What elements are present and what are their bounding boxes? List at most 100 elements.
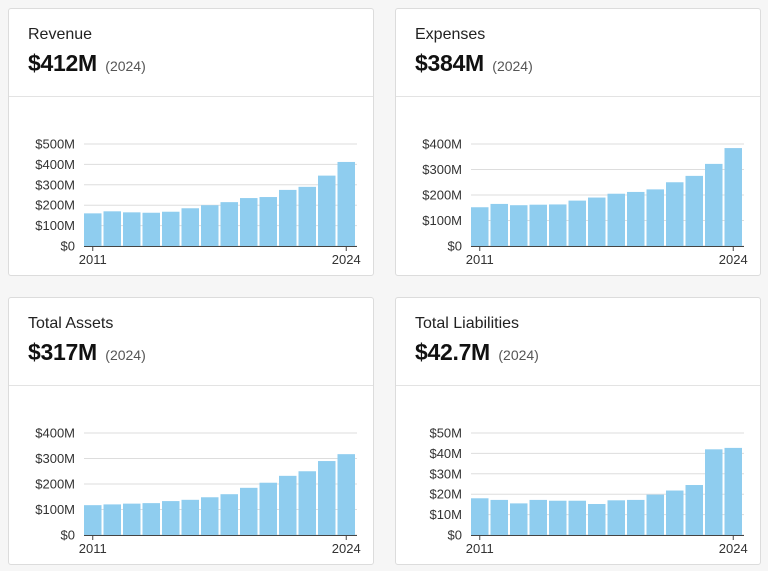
bar-2020 bbox=[259, 482, 277, 535]
bar-2012 bbox=[103, 211, 121, 246]
bar-2015 bbox=[549, 500, 567, 535]
bar-2017 bbox=[201, 497, 219, 535]
bar-2022 bbox=[298, 186, 316, 246]
bar-2016 bbox=[181, 499, 199, 535]
bar-2015 bbox=[162, 501, 180, 535]
bar-2015 bbox=[549, 204, 567, 246]
x-tick-label: 2024 bbox=[719, 252, 748, 267]
bar-2011 bbox=[471, 498, 489, 535]
year-note: (2024) bbox=[105, 347, 146, 363]
y-tick-label: $400M bbox=[35, 157, 75, 172]
bar-2022 bbox=[685, 175, 703, 246]
x-tick-label: 2011 bbox=[79, 252, 107, 267]
x-tick-label: 2011 bbox=[466, 252, 494, 267]
headline-value: $384M bbox=[415, 50, 484, 76]
y-tick-label: $300M bbox=[35, 177, 75, 192]
revenue-bar-chart: $0 $100M $200M $300M $400M $500M 2011 2024 bbox=[35, 137, 360, 268]
y-tick-label: $200M bbox=[35, 198, 75, 213]
x-tick-label: 2024 bbox=[332, 541, 361, 556]
y-tick-label: $200M bbox=[422, 188, 462, 203]
bar-2022 bbox=[685, 485, 703, 535]
bar-2016 bbox=[568, 200, 586, 246]
x-tick-label: 2011 bbox=[79, 541, 107, 556]
x-tick-label: 2011 bbox=[466, 541, 494, 556]
x-tick-label: 2024 bbox=[719, 541, 748, 556]
bar-2013 bbox=[510, 503, 528, 535]
y-tick-label: $100M bbox=[35, 502, 75, 517]
bar-2011 bbox=[84, 213, 102, 246]
bar-2017 bbox=[201, 205, 219, 246]
y-tick-label: $50M bbox=[429, 426, 462, 441]
bar-2022 bbox=[298, 471, 316, 535]
bar-2014 bbox=[529, 499, 547, 535]
y-tick-label: $100M bbox=[422, 213, 462, 228]
bar-2021 bbox=[279, 189, 297, 246]
y-tick-label: $0 bbox=[61, 528, 75, 543]
bar-2016 bbox=[568, 500, 586, 535]
bar-2014 bbox=[529, 204, 547, 246]
y-tick-label: $0 bbox=[448, 528, 462, 543]
total-liabilities-bar-chart: $0 $10M $20M $30M $40M $50M 2011 2024 bbox=[429, 426, 748, 557]
bar-2014 bbox=[142, 503, 160, 535]
y-tick-label: $500M bbox=[35, 137, 75, 152]
bar-2020 bbox=[259, 197, 277, 246]
headline-value: $317M bbox=[28, 339, 97, 365]
bar-2011 bbox=[471, 207, 489, 246]
y-tick-label: $0 bbox=[61, 239, 75, 254]
bar-2023 bbox=[705, 163, 723, 246]
bar-2012 bbox=[490, 499, 508, 535]
headline-value: $412M bbox=[28, 50, 97, 76]
year-note: (2024) bbox=[498, 347, 539, 363]
bar-2024 bbox=[337, 454, 355, 535]
y-tick-label: $400M bbox=[35, 426, 75, 441]
y-tick-label: $0 bbox=[448, 239, 462, 254]
expenses-card: Expenses $384M (2024) $0 $100M $200M $300M $… bbox=[395, 8, 761, 276]
bar-2024 bbox=[724, 148, 742, 246]
card-title: Expenses bbox=[415, 26, 486, 43]
bar-2014 bbox=[142, 212, 160, 246]
bar-2021 bbox=[666, 490, 684, 535]
year-note: (2024) bbox=[105, 58, 146, 74]
card-header: Total Assets $317M (2024) bbox=[9, 298, 373, 386]
bar-2018 bbox=[220, 202, 238, 246]
y-tick-label: $200M bbox=[35, 477, 75, 492]
bar-2019 bbox=[240, 198, 258, 246]
card-header: Expenses $384M (2024) bbox=[396, 9, 760, 97]
bar-2018 bbox=[607, 500, 625, 535]
bar-2016 bbox=[181, 208, 199, 246]
bar-2023 bbox=[705, 449, 723, 535]
card-title: Total Liabilities bbox=[415, 315, 520, 332]
total-assets-bar-chart: $0 $100M $200M $300M $400M 2011 2024 bbox=[35, 426, 361, 557]
bar-2019 bbox=[627, 499, 645, 535]
bar-2019 bbox=[240, 487, 258, 535]
y-tick-label: $400M bbox=[422, 137, 462, 152]
total-liabilities-card: Total Liabilities $42.7M (2024) $0 $10M $2… bbox=[395, 297, 761, 565]
y-tick-label: $10M bbox=[429, 507, 462, 522]
card-header: Total Liabilities $42.7M (2024) bbox=[396, 298, 760, 386]
bar-2019 bbox=[627, 191, 645, 246]
bar-2020 bbox=[646, 494, 664, 535]
bar-2018 bbox=[220, 494, 238, 535]
bar-2021 bbox=[666, 182, 684, 246]
card-header: Revenue $412M (2024) bbox=[9, 9, 373, 97]
bar-2017 bbox=[588, 197, 606, 246]
bar-2012 bbox=[490, 203, 508, 246]
y-tick-label: $300M bbox=[35, 451, 75, 466]
bar-2013 bbox=[510, 205, 528, 246]
revenue-card: Revenue $412M (2024) $0 $100M $200M $300M $4… bbox=[8, 8, 374, 276]
bar-2012 bbox=[103, 504, 121, 535]
bar-2015 bbox=[162, 211, 180, 246]
bar-2023 bbox=[318, 461, 336, 535]
expenses-bar-chart: $0 $100M $200M $300M $400M 2011 2024 bbox=[422, 137, 748, 268]
bar-2021 bbox=[279, 475, 297, 535]
value-line: $42.7M (2024) bbox=[415, 339, 760, 369]
bar-2024 bbox=[724, 447, 742, 535]
year-note: (2024) bbox=[492, 58, 533, 74]
card-title: Total Assets bbox=[28, 315, 114, 332]
bar-2011 bbox=[84, 505, 102, 535]
value-line: $412M (2024) bbox=[28, 50, 373, 80]
bar-2013 bbox=[123, 212, 141, 246]
y-tick-label: $100M bbox=[35, 218, 75, 233]
y-tick-label: $300M bbox=[422, 162, 462, 177]
headline-value: $42.7M bbox=[415, 339, 490, 365]
